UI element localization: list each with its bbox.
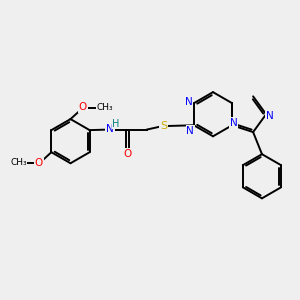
Text: CH₃: CH₃ [96, 103, 113, 112]
Text: S: S [160, 121, 167, 131]
Text: N: N [230, 118, 238, 128]
Text: N: N [106, 124, 114, 134]
Text: O: O [34, 158, 43, 168]
Text: N: N [185, 97, 192, 107]
Text: CH₃: CH₃ [10, 158, 27, 167]
Text: O: O [79, 102, 87, 112]
Text: H: H [112, 118, 120, 129]
Text: N: N [187, 126, 194, 136]
Text: N: N [266, 111, 274, 121]
Text: O: O [124, 148, 132, 159]
